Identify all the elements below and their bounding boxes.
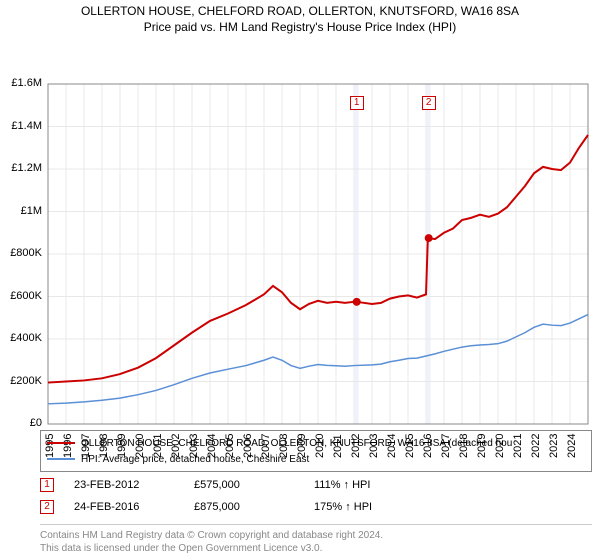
sale-date: 24-FEB-2016: [74, 501, 194, 513]
y-tick-label: £800K: [2, 247, 42, 259]
legend: OLLERTON HOUSE, CHELFORD ROAD, OLLERTON,…: [40, 430, 592, 472]
legend-item: OLLERTON HOUSE, CHELFORD ROAD, OLLERTON,…: [47, 435, 585, 451]
legend-item: HPI: Average price, detached house, Ches…: [47, 451, 585, 467]
y-tick-label: £400K: [2, 332, 42, 344]
sale-marker-2: 2: [422, 96, 436, 110]
page-subtitle: Price paid vs. HM Land Registry's House …: [0, 18, 600, 38]
sale-pct: 175% ↑ HPI: [314, 501, 434, 513]
footer-divider: [40, 524, 592, 525]
page-title: OLLERTON HOUSE, CHELFORD ROAD, OLLERTON,…: [0, 0, 600, 18]
sale-date: 23-FEB-2012: [74, 479, 194, 491]
y-tick-label: £600K: [2, 290, 42, 302]
y-tick-label: £200K: [2, 375, 42, 387]
footer-attribution: Contains HM Land Registry data © Crown c…: [40, 524, 592, 555]
sale-row: 2 24-FEB-2016£875,000175% ↑ HPI: [40, 500, 434, 514]
sale-price: £575,000: [194, 479, 314, 491]
legend-label: HPI: Average price, detached house, Ches…: [81, 454, 309, 465]
price-chart: [0, 38, 600, 428]
sale-pct: 111% ↑ HPI: [314, 479, 434, 491]
footer-line2: This data is licensed under the Open Gov…: [40, 542, 592, 555]
legend-swatch: [47, 458, 75, 460]
sale-price: £875,000: [194, 501, 314, 513]
y-tick-label: £1.2M: [2, 162, 42, 174]
legend-label: OLLERTON HOUSE, CHELFORD ROAD, OLLERTON,…: [81, 438, 512, 449]
sale-row-marker: 1: [40, 478, 54, 492]
sale-marker-1: 1: [350, 96, 364, 110]
legend-swatch: [47, 442, 75, 444]
sale-row-marker: 2: [40, 500, 54, 514]
sale-row: 1 23-FEB-2012£575,000111% ↑ HPI: [40, 478, 434, 492]
y-tick-label: £1.6M: [2, 77, 42, 89]
y-tick-label: £1M: [2, 205, 42, 217]
footer-line1: Contains HM Land Registry data © Crown c…: [40, 529, 592, 542]
y-tick-label: £0: [2, 417, 42, 429]
y-tick-label: £1.4M: [2, 120, 42, 132]
